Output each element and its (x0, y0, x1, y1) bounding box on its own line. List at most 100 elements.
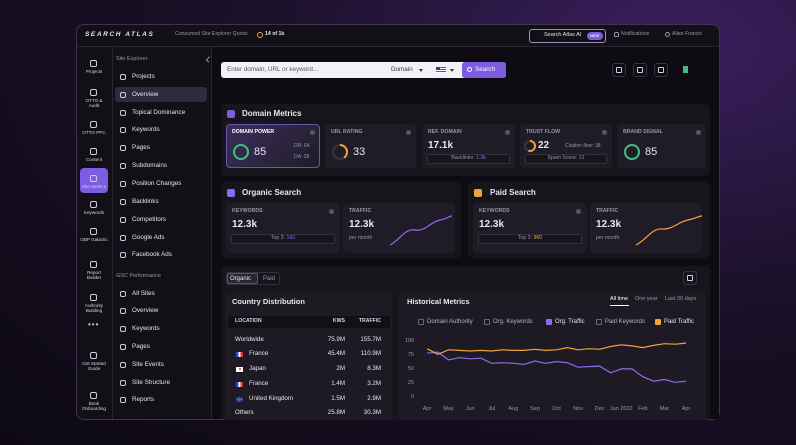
metric-note-value: 960 (533, 235, 543, 241)
quota-label: Consumed Site Explorer Quota: (175, 31, 249, 38)
y-tick-label: 0 (410, 394, 414, 401)
x-tick-label: Jul (488, 406, 496, 413)
legend-checkbox[interactable] (655, 319, 661, 325)
legend-checkbox[interactable] (484, 319, 490, 325)
rail-label[interactable]: Get Started Guide (82, 361, 106, 372)
rail-label[interactable]: OTTO PPC (82, 130, 106, 135)
sidebar-item[interactable]: Facebook Ads (132, 250, 172, 258)
metric-note-label: Spam Score: (547, 155, 578, 161)
sidebar-heading: Site Explorer (116, 56, 148, 63)
range-option[interactable]: All time (610, 296, 629, 303)
metric-value: 85 (645, 145, 658, 158)
search-button[interactable] (462, 62, 506, 78)
x-tick-label: Jun (465, 406, 475, 413)
info-icon (696, 130, 701, 135)
legend-checkbox[interactable] (546, 319, 552, 325)
rail-label[interactable]: Book Onboarding (81, 401, 106, 412)
notifications[interactable]: Notifications (621, 31, 650, 38)
flag (236, 351, 243, 357)
metric-label: BRAND SIGNAL (623, 129, 663, 136)
sidebar-item[interactable]: All Sites (132, 289, 155, 297)
rail-label[interactable]: Projects (85, 69, 103, 74)
x-tick-label: Feb (638, 406, 648, 413)
rail-label[interactable]: Site Metrics (82, 184, 106, 189)
metric-note-label: Top 3: (517, 235, 533, 241)
rail-label[interactable]: Keywords (83, 210, 105, 215)
legend-checkbox[interactable] (596, 319, 602, 325)
sidebar-item[interactable]: Overview (132, 90, 159, 98)
metric-note: per month (349, 235, 373, 242)
sidebar-item[interactable]: Topical Dominance (132, 108, 186, 116)
icon (120, 308, 126, 314)
icon (120, 362, 126, 368)
ai-badge (587, 32, 603, 40)
sidebar-item[interactable]: Keywords (132, 125, 160, 133)
legend-label[interactable]: Paid Traffic (664, 319, 694, 325)
table-cell: 2M (336, 364, 345, 372)
toolbar-button[interactable] (654, 63, 668, 77)
sidebar-item[interactable]: Site Structure (132, 378, 171, 386)
toolbar-button[interactable] (612, 63, 626, 77)
search-mode[interactable]: Domain (391, 65, 413, 73)
sidebar-item[interactable]: Google Ads (132, 233, 165, 241)
metric-note-label: Top 3: (270, 235, 286, 241)
table-cell: 1.5M (331, 394, 345, 402)
flag (436, 67, 446, 73)
table-cell: LOCATION (235, 318, 262, 325)
tab[interactable]: Organic (230, 275, 252, 282)
info-icon (406, 130, 411, 135)
sidebar-item[interactable]: Pages (132, 342, 150, 350)
search-button-label[interactable]: Search (475, 65, 495, 73)
legend-label[interactable]: Org. Traffic (555, 319, 585, 325)
sidebar-item[interactable]: Reports (132, 395, 155, 403)
range-option[interactable]: One year (635, 296, 658, 303)
legend-label[interactable]: Org. Keywords (493, 319, 533, 325)
info-icon (505, 130, 510, 135)
x-tick-label: Aug (508, 406, 519, 413)
rail-label[interactable]: GBP Galactic (80, 237, 108, 242)
sidebar-item[interactable]: Projects (132, 72, 155, 80)
bell-icon (614, 32, 619, 37)
icon (120, 252, 126, 258)
panel-title: Country Distribution (232, 297, 305, 307)
rail-label[interactable]: Authority Building (84, 303, 104, 314)
divider (77, 46, 719, 47)
legend-label[interactable]: Paid Keywords (605, 319, 646, 325)
sidebar-item[interactable]: Backlinks (132, 197, 159, 205)
sidebar-item[interactable]: Subdomains (132, 161, 168, 169)
user[interactable]: Allan Francis (672, 31, 702, 38)
ai-button-label[interactable]: Search Atlas AI (544, 32, 582, 39)
section-title: Paid Search (490, 188, 536, 197)
table-cell: 25.8M (327, 408, 345, 416)
export-button[interactable] (683, 271, 697, 285)
metric-note-value: 31 (578, 155, 585, 161)
metric-detail: Citation flow: 38 (565, 142, 601, 149)
tab[interactable]: Paid (263, 275, 276, 282)
sidebar-item[interactable]: Overview (132, 306, 159, 314)
table-cell: 1.4M (331, 379, 345, 387)
table-cell: 110.9M (360, 349, 381, 357)
legend-label[interactable]: Domain Authority (427, 319, 473, 325)
rail-label[interactable]: OTTO & Audit (85, 98, 103, 109)
toolbar-button[interactable] (633, 63, 647, 77)
sidebar-item[interactable]: Site Events (132, 360, 164, 368)
icon (90, 175, 97, 182)
icon (687, 275, 693, 281)
range-option[interactable]: Last 30 days (665, 296, 697, 303)
tab-active (227, 273, 258, 284)
icon (90, 148, 97, 155)
ai-button[interactable] (529, 29, 606, 43)
rail-label[interactable]: Content (85, 157, 103, 162)
icon (120, 344, 126, 350)
rail-label[interactable]: Report Builder (86, 270, 102, 281)
legend-checkbox[interactable] (418, 319, 424, 325)
divider (211, 47, 212, 419)
search-input[interactable] (221, 62, 506, 78)
sidebar-item[interactable]: Keywords (132, 324, 160, 332)
info-icon (329, 209, 334, 214)
sidebar-item[interactable]: Competitors (132, 215, 166, 223)
icon (90, 294, 97, 301)
sidebar-item[interactable]: Position Changes (132, 179, 182, 187)
sidebar-item[interactable]: Pages (132, 143, 150, 151)
metric-label: TRAFFIC (596, 208, 619, 215)
